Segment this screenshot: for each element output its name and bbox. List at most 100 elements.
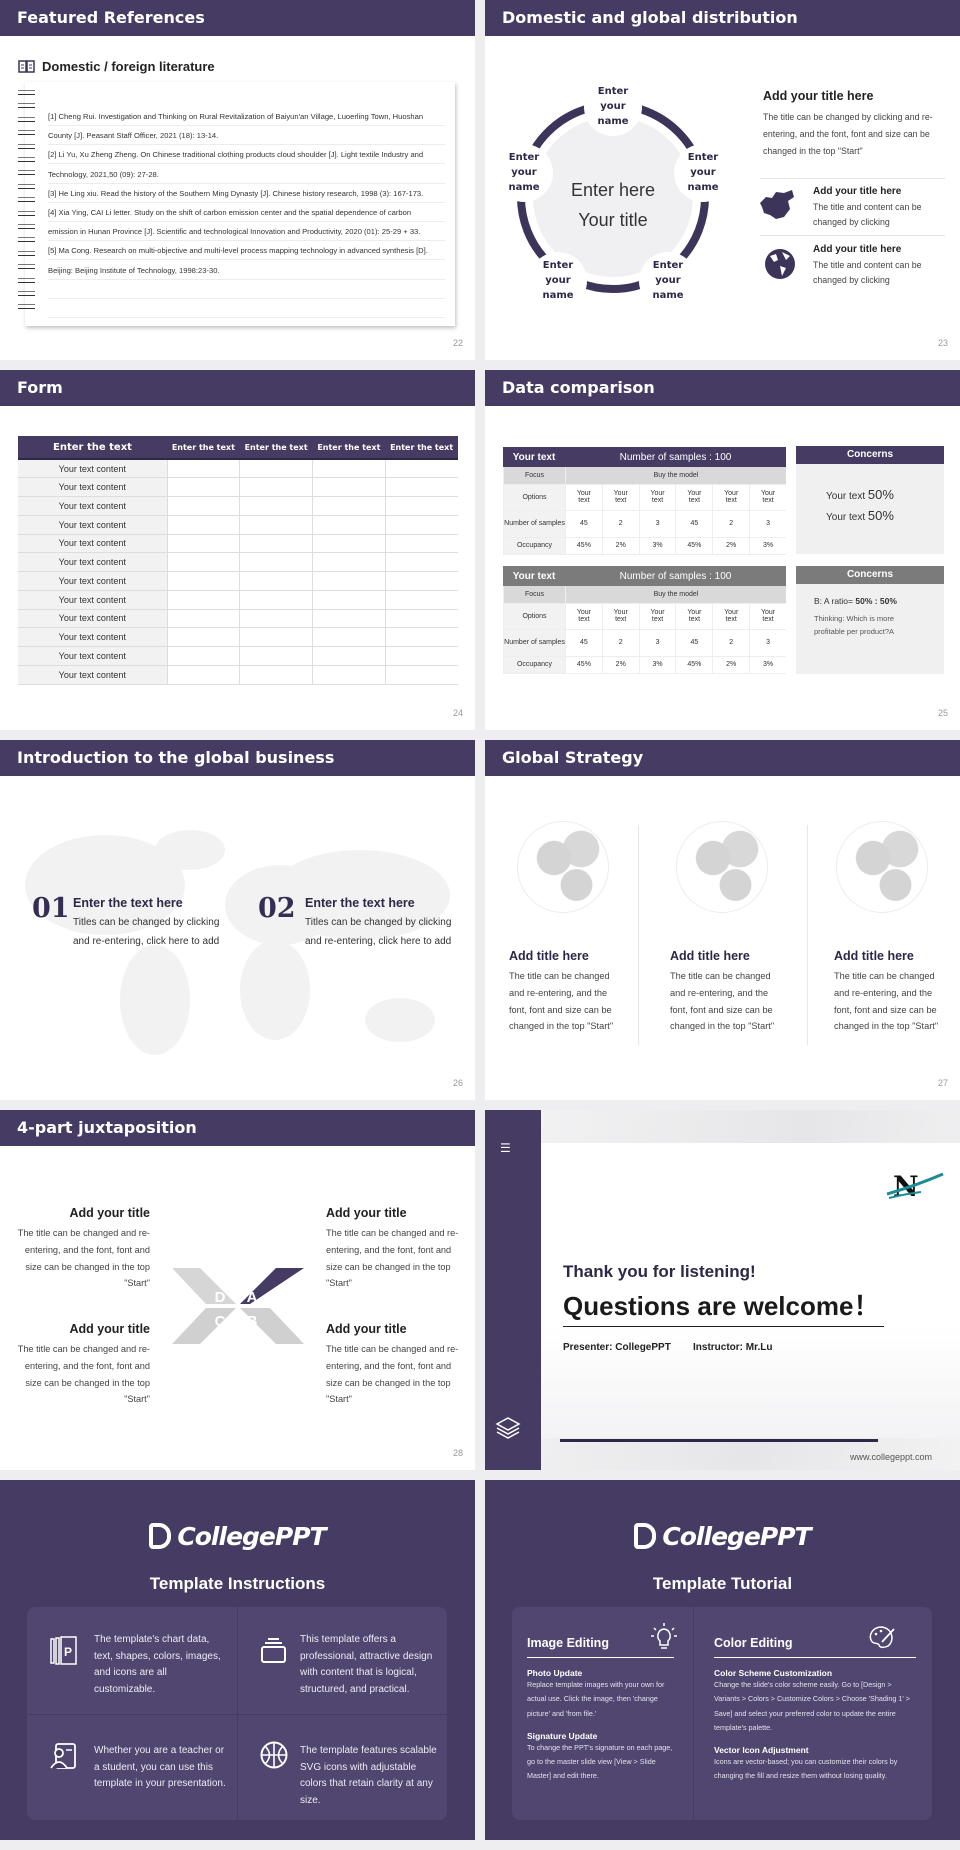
slide-22-featured-references[interactable]: Featured References Domestic / foreign l… — [0, 0, 475, 360]
table-cell[interactable] — [166, 496, 240, 516]
table-cell[interactable] — [384, 590, 458, 610]
globe-image — [517, 821, 609, 913]
table-cell[interactable] — [312, 665, 386, 685]
table-cell[interactable] — [384, 534, 458, 554]
concern-label: Your text — [826, 512, 868, 523]
hamburger-menu-icon[interactable]: ☰ — [500, 1141, 511, 1155]
table-cell[interactable] — [166, 609, 240, 629]
table-cell[interactable] — [239, 590, 313, 610]
table-cell[interactable] — [239, 571, 313, 591]
table-cell[interactable] — [239, 627, 313, 647]
table-row: Your text content — [18, 459, 458, 479]
palette-icon — [869, 1626, 895, 1649]
table-cell[interactable] — [239, 552, 313, 572]
slide-23-distribution[interactable]: Domestic and global distribution Enter h… — [485, 0, 960, 360]
table-cell[interactable] — [384, 515, 458, 535]
table-cell: Your text — [565, 603, 603, 630]
table-cell[interactable] — [166, 552, 240, 572]
table-cell[interactable] — [384, 552, 458, 572]
table-cell[interactable] — [384, 459, 458, 479]
letter-a: A — [247, 1289, 258, 1306]
item-title: Add your title here — [813, 186, 902, 197]
table-cell[interactable] — [239, 609, 313, 629]
ratio-label: B: A ratio= — [814, 596, 856, 606]
slide-31-template-tutorial[interactable]: CollegePPT Template Tutorial Image Editi… — [485, 1480, 960, 1840]
table-cell[interactable] — [312, 496, 386, 516]
table-cell: Your text — [638, 484, 676, 511]
column-title: Add title here — [834, 949, 914, 963]
slide-26-global-business[interactable]: Introduction to the global business 01 En… — [0, 740, 475, 1100]
table-cell[interactable] — [239, 459, 313, 479]
svg-text:P: P — [64, 1645, 72, 1659]
table-cell[interactable] — [239, 515, 313, 535]
row-label: Your text content — [18, 590, 167, 610]
slide-title: Template Tutorial — [652, 1574, 793, 1593]
table-cell[interactable] — [166, 590, 240, 610]
table-cell[interactable] — [312, 459, 386, 479]
spiral-ring-icon — [18, 143, 35, 149]
table-cell[interactable] — [239, 646, 313, 666]
table-cell[interactable] — [384, 496, 458, 516]
center-line-1: Enter here — [570, 180, 656, 200]
slide-28-juxtaposition[interactable]: 4-part juxtaposition D A C B Add your ti… — [0, 1110, 475, 1470]
instructions-card — [27, 1607, 447, 1820]
globe-image — [836, 821, 928, 913]
table-cell[interactable] — [166, 534, 240, 554]
table-cell[interactable] — [312, 571, 386, 591]
table-cell[interactable] — [312, 627, 386, 647]
teacher-icon — [50, 1743, 76, 1769]
slide-27-global-strategy[interactable]: Global Strategy Add title here The title … — [485, 740, 960, 1100]
table-cell: 3% — [638, 656, 676, 674]
table-cell[interactable] — [312, 646, 386, 666]
table-row: Number of samples 45 2 3 45 2 3 — [503, 629, 786, 657]
table-cell[interactable] — [312, 515, 386, 535]
table-cell[interactable] — [239, 477, 313, 497]
table-cell[interactable] — [384, 571, 458, 591]
name-bubble — [584, 78, 642, 136]
segment-d — [172, 1268, 236, 1304]
spiral-ring-icon — [18, 157, 35, 162]
table-cell[interactable] — [384, 665, 458, 685]
concerns-body: B: A ratio= 50% : 50% Thinking: Which is… — [796, 584, 944, 638]
table-cell: 2 — [601, 629, 640, 657]
table-cell[interactable] — [166, 459, 240, 479]
table-cell[interactable] — [312, 534, 386, 554]
table-cell[interactable] — [384, 646, 458, 666]
table-cell[interactable] — [166, 646, 240, 666]
table-cell[interactable] — [384, 477, 458, 497]
concerns-body: Your text 50% Your text 50% — [796, 464, 944, 527]
table-cell[interactable] — [384, 609, 458, 629]
slide-25-data-comparison[interactable]: Data comparison Your text Number of sampl… — [485, 370, 960, 730]
slide-30-template-instructions[interactable]: CollegePPT Template Instructions P The t… — [0, 1480, 475, 1840]
table-cell[interactable] — [239, 496, 313, 516]
table-cell: 3 — [749, 510, 786, 538]
table-cell[interactable] — [166, 515, 240, 535]
table-cell[interactable] — [166, 665, 240, 685]
table-cell[interactable] — [166, 477, 240, 497]
table-cell[interactable] — [166, 571, 240, 591]
divider — [807, 825, 808, 1045]
table-cell[interactable] — [239, 534, 313, 554]
website-url[interactable]: www.collegeppt.com — [850, 1452, 933, 1462]
table-cell[interactable] — [239, 665, 313, 685]
row-label: Your text content — [18, 627, 167, 647]
name-label: Enter your name — [542, 260, 574, 301]
x-arrow-diagram: D A C B — [172, 1268, 304, 1344]
logo-mark-icon — [634, 1523, 657, 1549]
table-cell[interactable] — [384, 627, 458, 647]
table-cell: Your text — [712, 603, 750, 630]
slide-29-thank-you[interactable]: ☰ N Thank you for listening! Questions a… — [485, 1110, 960, 1470]
row-label: Your text content — [18, 552, 167, 572]
table-row: Your text content — [18, 477, 458, 497]
table-cell[interactable] — [312, 477, 386, 497]
table-cell[interactable] — [312, 590, 386, 610]
table-cell[interactable] — [312, 552, 386, 572]
item-number: 02 — [258, 893, 296, 924]
table-cell[interactable] — [166, 627, 240, 647]
name-label: Enter your name — [652, 260, 684, 301]
table-cell: Your text — [565, 484, 603, 511]
slide-24-form[interactable]: Form Enter the text Enter the text Enter t… — [0, 370, 475, 730]
table-row: Occupancy 45% 2% 3% 45% 2% 3% — [503, 537, 786, 555]
row-label: Your text content — [18, 646, 167, 666]
table-cell[interactable] — [312, 609, 386, 629]
